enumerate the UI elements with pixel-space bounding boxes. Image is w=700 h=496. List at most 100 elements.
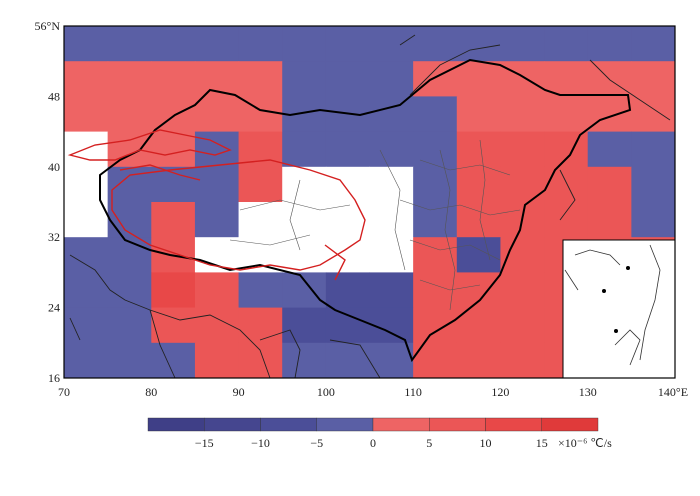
grid-cell <box>544 96 589 133</box>
grid-cell <box>64 272 109 309</box>
grid-cell <box>413 307 458 344</box>
grid-cell <box>413 96 458 133</box>
grid-cell <box>413 237 458 273</box>
grid-cell <box>107 96 152 133</box>
grid-cell <box>238 166 283 203</box>
grid-cell <box>500 272 545 309</box>
grid-cell <box>587 96 632 133</box>
grid-cell <box>238 342 283 379</box>
other-borders <box>69 34 671 379</box>
grid-cell <box>456 202 501 238</box>
grid-cell <box>64 342 109 379</box>
grid-cell <box>151 26 196 62</box>
longitude-tick-label: 80 <box>145 385 157 399</box>
grid-cell <box>282 202 327 238</box>
latitude-tick-label: 56°N <box>35 19 61 33</box>
grid-cell <box>151 272 196 309</box>
grid-cell <box>631 166 676 203</box>
grid-cell <box>413 166 458 203</box>
grid-cell <box>107 202 152 238</box>
grid-cell <box>369 96 414 133</box>
colorbar-segment <box>485 417 542 432</box>
grid-cell <box>194 166 240 203</box>
grid-cell <box>325 237 370 273</box>
grid-cell <box>64 96 109 133</box>
grid-cell <box>64 61 109 97</box>
grid-cell <box>238 26 283 62</box>
grid-cell <box>413 202 458 238</box>
grid-cell <box>107 237 152 273</box>
latitude-tick-label: 48 <box>48 89 60 103</box>
province-lines <box>229 139 521 311</box>
grid-cell <box>456 61 501 97</box>
colorbar-segment <box>204 417 261 432</box>
grid-cell <box>151 202 196 238</box>
grid-cell <box>194 342 240 379</box>
grid-cell <box>369 237 414 273</box>
grid-cell <box>64 26 109 62</box>
grid-cell <box>631 96 676 133</box>
longitude-tick-label: 90 <box>233 385 245 399</box>
grid-cell <box>282 61 327 97</box>
grid-cell <box>325 166 370 203</box>
grid-cell <box>456 26 501 62</box>
grid-cell <box>456 272 501 309</box>
grid-cell <box>369 272 414 309</box>
grid-cell <box>151 131 196 168</box>
grid-cell <box>282 237 327 273</box>
inset-south-china-sea <box>562 239 676 379</box>
longitude-tick-label: 70 <box>58 385 70 399</box>
grid-cell <box>64 237 109 273</box>
colorbar-segment <box>541 417 599 432</box>
grid-cell <box>413 131 458 168</box>
grid-cell <box>151 342 196 379</box>
plateau-outline <box>67 129 366 281</box>
grid-cell <box>107 26 152 62</box>
grid-cell <box>500 166 545 203</box>
grid-cell <box>500 131 545 168</box>
grid-cell <box>544 131 589 168</box>
grid-cell <box>500 61 545 97</box>
grid-cell <box>631 202 676 238</box>
colorbar-tick-label: 15 <box>536 436 548 450</box>
grid-cell <box>500 96 545 133</box>
colorbar-unit-label: ×10⁻⁶ ℃/s <box>558 436 612 450</box>
grid-cell <box>544 26 589 62</box>
grid-cell <box>369 26 414 62</box>
grid-cell <box>282 342 327 379</box>
grid-cell <box>64 202 109 238</box>
grid-cell <box>282 26 327 62</box>
colorbar-segment <box>372 417 430 432</box>
grid-cell <box>107 131 152 168</box>
grid-cell <box>107 272 152 309</box>
latitude-tick-label: 16 <box>48 371 60 385</box>
colorbar-segment <box>260 417 317 432</box>
grid-cell <box>194 307 240 344</box>
grid-cell <box>544 202 589 238</box>
grid-cell <box>194 131 240 168</box>
grid-cell <box>107 342 152 379</box>
grid-cell <box>238 272 283 309</box>
grid-cell <box>500 342 545 379</box>
grid-cell <box>325 342 370 379</box>
grid-cell <box>194 272 240 309</box>
longitude-axis: 70 80 90 100 110 120 130 140°E <box>58 385 688 399</box>
longitude-tick-label: 130 <box>579 385 597 399</box>
colorbar-segment <box>429 417 486 432</box>
colorbar-tick-label: 10 <box>480 436 492 450</box>
colorbar-tick-label: −5 <box>310 436 323 450</box>
grid-cell <box>151 61 196 97</box>
grid-cell <box>282 272 327 309</box>
grid-cell <box>500 307 545 344</box>
grid-cell <box>369 61 414 97</box>
grid-cell <box>369 131 414 168</box>
colorbar-segment <box>147 417 205 432</box>
grid-cell <box>238 202 283 238</box>
grid-cell <box>194 26 240 62</box>
colorbar-tick-label: 5 <box>426 436 432 450</box>
grid-cell <box>194 202 240 238</box>
country-borders <box>99 58 632 363</box>
grid-cell <box>369 307 414 344</box>
colorbar-tick-label: −15 <box>195 436 214 450</box>
